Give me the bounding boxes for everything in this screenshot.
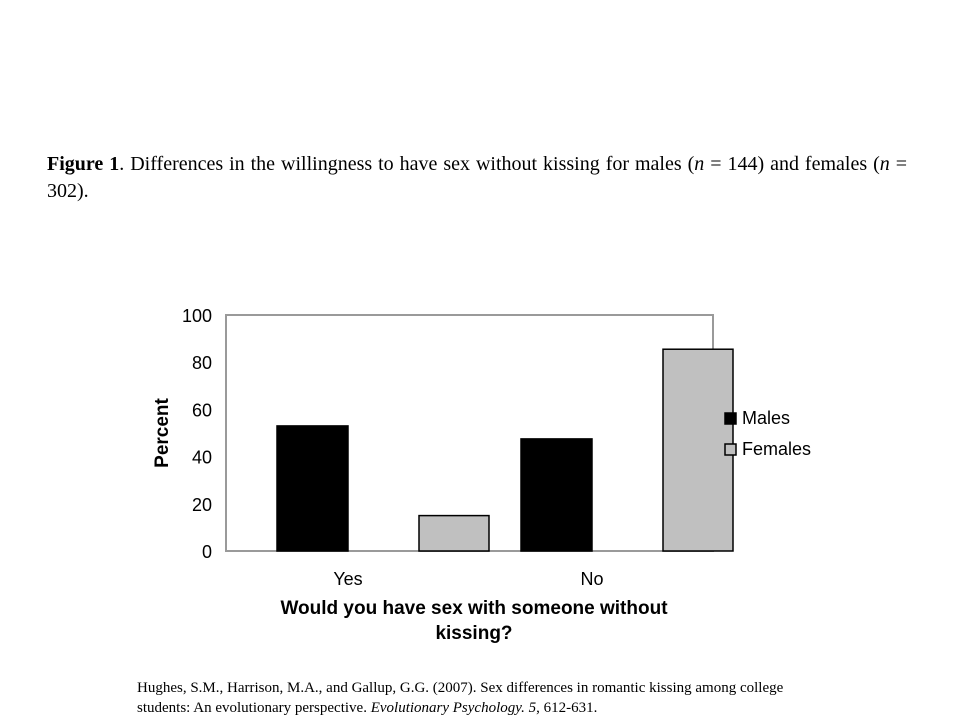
x-axis-label: Would you have sex with someone without k… xyxy=(280,598,668,644)
legend-label-males: Males xyxy=(742,408,790,428)
caption-text-3: = 302). xyxy=(47,153,907,202)
figure-label: Figure 1 xyxy=(47,153,120,175)
caption-text-1: . Differences in the willingness to have… xyxy=(119,153,695,175)
legend-label-females: Females xyxy=(742,439,811,459)
legend-swatch-males xyxy=(724,412,737,425)
legend-swatch-females xyxy=(724,443,737,456)
y-tick-label: 100 xyxy=(182,306,212,326)
citation: Hughes, S.M., Harrison, M.A., and Gallup… xyxy=(137,678,797,718)
x-tick-label: No xyxy=(580,569,603,589)
y-tick-label: 80 xyxy=(192,353,212,373)
bar-females-yes xyxy=(418,514,490,552)
caption-text-2: = 144) and females ( xyxy=(704,153,880,175)
n-symbol-females: n xyxy=(879,153,890,175)
y-tick-label: 40 xyxy=(192,448,212,468)
bar-females-no xyxy=(662,348,734,552)
bar-males-no xyxy=(520,438,593,552)
y-tick-label: 60 xyxy=(192,400,212,420)
citation-journal: Evolutionary Psychology. 5 xyxy=(370,700,537,716)
figure-caption: Figure 1. Differences in the willingness… xyxy=(47,151,907,205)
y-tick-label: 0 xyxy=(202,542,212,562)
x-tick-label: Yes xyxy=(333,569,362,589)
y-tick-label: 20 xyxy=(192,495,212,515)
citation-text-1: Hughes, S.M., Harrison, M.A., and Gallup… xyxy=(137,680,784,716)
y-axis-label: Percent xyxy=(152,397,173,467)
bar-males-yes xyxy=(276,425,349,552)
citation-text-2: , 612-631. xyxy=(536,700,598,716)
n-symbol-males: n xyxy=(694,153,705,175)
